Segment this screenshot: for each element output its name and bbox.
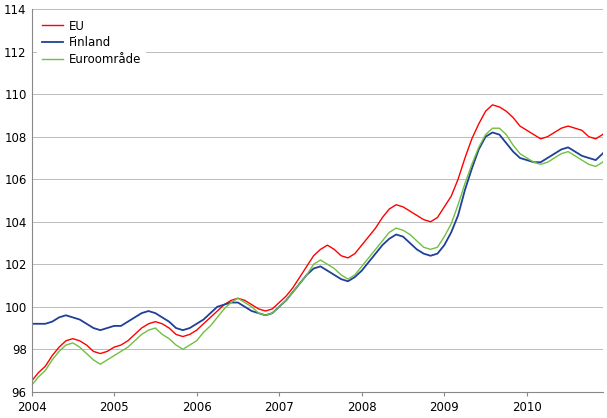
Finland xyxy=(385,236,393,241)
Euroområde xyxy=(207,324,214,329)
Finland xyxy=(241,304,248,309)
Euroområde xyxy=(379,238,386,243)
Finland xyxy=(49,319,56,324)
Euroområde xyxy=(49,357,56,362)
EU xyxy=(28,379,35,384)
Line: Finland: Finland xyxy=(32,50,607,330)
Finland xyxy=(97,328,104,333)
Line: Euroområde: Euroområde xyxy=(32,69,607,385)
Legend: EU, Finland, Euroområde: EU, Finland, Euroområde xyxy=(38,15,146,71)
Euroområde xyxy=(28,383,35,388)
Euroområde xyxy=(234,296,242,301)
EU xyxy=(234,296,242,301)
EU xyxy=(49,353,56,358)
Finland xyxy=(28,321,35,326)
Finland xyxy=(214,304,221,309)
EU xyxy=(207,315,214,320)
Line: EU: EU xyxy=(32,24,607,381)
EU xyxy=(379,215,386,220)
